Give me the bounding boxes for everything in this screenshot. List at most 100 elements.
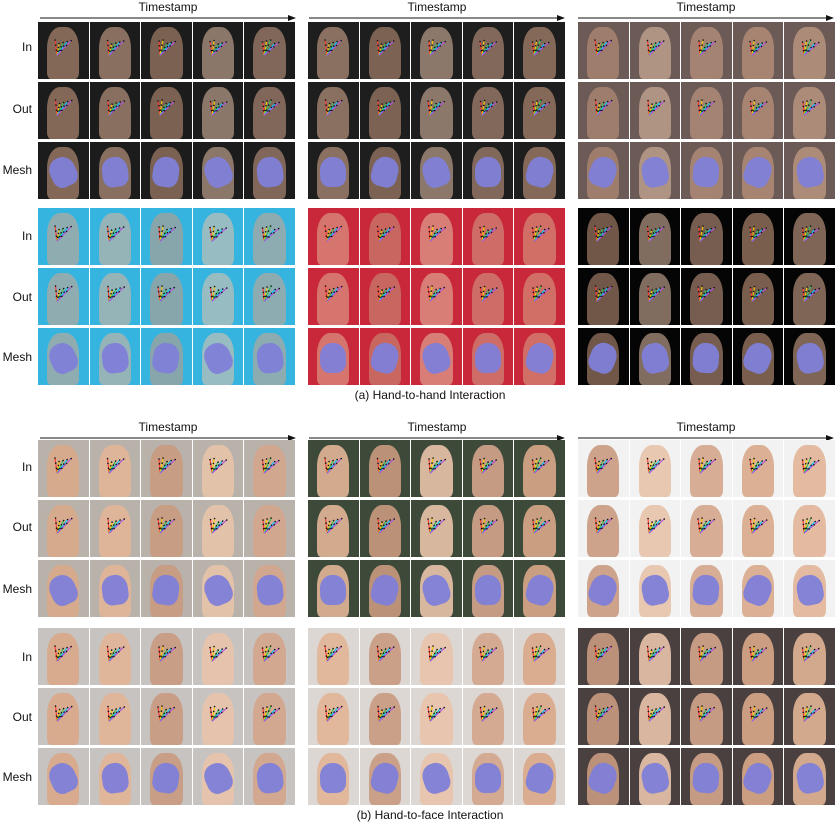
keypoint xyxy=(437,651,439,654)
input-frame xyxy=(411,440,463,497)
keypoint xyxy=(272,651,275,654)
hand-keypoints xyxy=(646,225,665,242)
keypoint xyxy=(539,38,541,41)
finger-bone xyxy=(533,457,541,473)
finger-bone xyxy=(262,519,265,533)
keypoint xyxy=(434,655,437,657)
input-frame xyxy=(784,22,836,79)
subject-figure xyxy=(471,632,505,685)
keypoint xyxy=(158,44,161,47)
keypoint xyxy=(217,708,220,711)
finger-bone xyxy=(803,41,819,56)
keypoint xyxy=(55,654,58,657)
keypoint xyxy=(647,290,649,292)
keypoint xyxy=(704,652,706,654)
keypoint xyxy=(379,652,382,655)
finger-bone xyxy=(160,226,176,242)
keypoint xyxy=(486,109,488,112)
subject-figure xyxy=(793,86,826,139)
hand-keypoints xyxy=(594,98,613,116)
keypoint xyxy=(166,291,168,294)
keypoint xyxy=(267,655,270,658)
finger-bone xyxy=(377,706,380,721)
keypoint xyxy=(158,522,160,525)
output-frame xyxy=(244,688,296,745)
keypoint xyxy=(444,40,447,42)
keypoint xyxy=(263,467,266,469)
keypoint xyxy=(162,224,165,227)
keypoint xyxy=(440,227,443,229)
output-frame xyxy=(514,82,566,139)
keypoint xyxy=(534,654,537,657)
keypoint xyxy=(60,711,63,714)
keypoint xyxy=(324,456,327,459)
keypoint xyxy=(807,103,810,106)
keypoint xyxy=(225,458,227,461)
keypoint xyxy=(165,102,168,104)
finger-bone xyxy=(263,645,271,661)
keypoint xyxy=(602,459,605,461)
keypoint xyxy=(436,228,439,230)
hand-keypoints xyxy=(801,704,820,722)
keypoint xyxy=(337,286,339,288)
subject-figure xyxy=(150,504,183,557)
keypoint xyxy=(160,48,163,51)
keypoint xyxy=(376,462,379,464)
keypoint xyxy=(698,290,700,293)
mesh-frame xyxy=(38,560,90,617)
mesh-frame xyxy=(462,748,515,805)
mesh-frame xyxy=(411,328,463,385)
keypoint xyxy=(757,651,760,654)
subject-figure xyxy=(587,504,620,557)
keypoint xyxy=(118,458,121,461)
keypoint xyxy=(325,649,327,652)
keypoint xyxy=(264,44,267,47)
output-frame xyxy=(141,82,193,139)
subject-figure xyxy=(638,212,672,265)
keypoint xyxy=(324,704,327,707)
finger-bone xyxy=(648,40,664,56)
keypoint xyxy=(714,458,717,460)
keypoint xyxy=(655,287,657,290)
hand-keypoints xyxy=(428,456,447,474)
keypoint xyxy=(760,463,763,465)
mesh-frame xyxy=(308,328,360,385)
keypoint xyxy=(750,109,753,111)
keypoint xyxy=(602,227,605,229)
keypoint xyxy=(752,650,755,652)
keypoint xyxy=(535,517,538,520)
finger-bone xyxy=(801,647,805,661)
keypoint xyxy=(212,44,215,46)
keypoint xyxy=(702,644,705,647)
finger-bone xyxy=(479,519,483,533)
input-frame xyxy=(514,440,566,497)
finger-bone xyxy=(325,517,328,533)
hand-keypoints xyxy=(376,225,395,242)
keypoint xyxy=(212,527,214,529)
keypoint xyxy=(385,231,387,233)
keypoint xyxy=(658,40,661,43)
keypoint xyxy=(650,460,653,463)
keypoint xyxy=(750,49,753,51)
finger-bone xyxy=(211,457,215,473)
keypoint xyxy=(594,98,597,101)
keypoint xyxy=(487,231,490,234)
hand-keypoints xyxy=(106,99,125,116)
keypoint xyxy=(709,707,712,709)
finger-bone xyxy=(324,39,328,55)
keypoint xyxy=(428,462,431,465)
subject-figure xyxy=(690,632,723,685)
hand-keypoints xyxy=(698,644,717,662)
input-frame xyxy=(141,628,193,685)
keypoint xyxy=(479,462,482,465)
keypoint xyxy=(437,45,439,48)
hand-keypoints xyxy=(54,224,73,242)
keypoint xyxy=(54,456,57,459)
hand-keypoints xyxy=(106,225,125,242)
keypoint xyxy=(158,462,161,465)
keypoint xyxy=(66,710,68,712)
keypoint xyxy=(487,708,490,711)
finger-bone xyxy=(326,99,343,116)
hand-keypoints xyxy=(531,224,550,242)
finger-bone xyxy=(647,100,650,115)
